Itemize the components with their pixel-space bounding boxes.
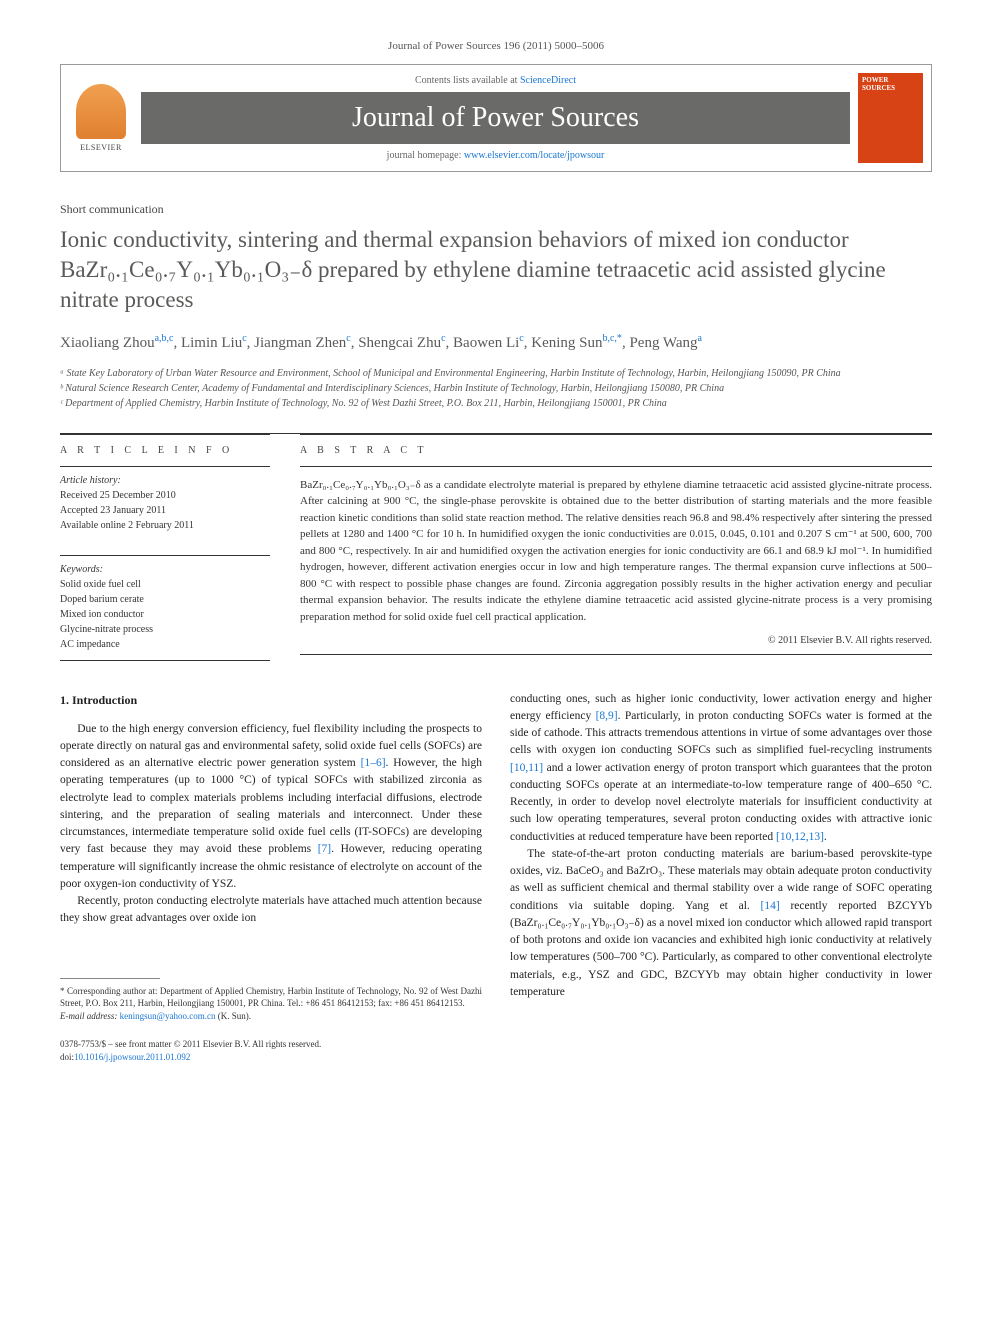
author-list: Xiaoliang Zhoua,b,c, Limin Liuc, Jiangma… — [60, 333, 932, 352]
affiliation-line: ᵇ Natural Science Research Center, Acade… — [60, 381, 932, 396]
history-item: Received 25 December 2010 — [60, 488, 270, 503]
abstract-column: A B S T R A C T BaZr₀.₁Ce₀.₇Y₀.₁Yb₀.₁O₃₋… — [300, 434, 932, 661]
keyword: Solid oxide fuel cell — [60, 577, 270, 592]
body-paragraph: Due to the high energy conversion effici… — [60, 721, 482, 894]
citation-ref[interactable]: [14] — [761, 900, 780, 912]
homepage-prefix: journal homepage: — [387, 150, 464, 161]
homepage-link[interactable]: www.elsevier.com/locate/jpowsour — [464, 150, 604, 161]
history-item: Accepted 23 January 2011 — [60, 503, 270, 518]
journal-homepage-line: journal homepage: www.elsevier.com/locat… — [141, 150, 850, 161]
keywords-label: Keywords: — [60, 564, 270, 575]
email-label: E-mail address: — [60, 1011, 120, 1021]
contents-line: Contents lists available at ScienceDirec… — [141, 75, 850, 86]
article-info-label: A R T I C L E I N F O — [60, 445, 270, 456]
contents-prefix: Contents lists available at — [415, 75, 520, 86]
corresponding-footnote: * Corresponding author at: Department of… — [60, 985, 482, 1010]
body-text: 1. Introduction Due to the high energy c… — [60, 691, 932, 1064]
body-paragraph: conducting ones, such as higher ionic co… — [510, 691, 932, 846]
affiliation-line: ᶜ Department of Applied Chemistry, Harbi… — [60, 396, 932, 411]
cover-title: POWER SOURCES — [862, 77, 919, 92]
keyword: AC impedance — [60, 637, 270, 652]
citation-ref[interactable]: [10,11] — [510, 762, 543, 774]
abstract-copyright: © 2011 Elsevier B.V. All rights reserved… — [300, 635, 932, 646]
doi-label: doi: — [60, 1052, 74, 1062]
citation-ref[interactable]: [8,9] — [596, 710, 618, 722]
elsevier-label: ELSEVIER — [80, 143, 122, 152]
sciencedirect-link[interactable]: ScienceDirect — [520, 75, 576, 86]
email-suffix: (K. Sun). — [215, 1011, 251, 1021]
body-paragraph: Recently, proton conducting electrolyte … — [60, 893, 482, 928]
right-column: conducting ones, such as higher ionic co… — [510, 691, 932, 1064]
journal-header-box: ELSEVIER Contents lists available at Sci… — [60, 64, 932, 172]
citation-ref[interactable]: [1–6] — [361, 757, 386, 769]
elsevier-tree-icon — [76, 84, 126, 139]
affiliation-line: ᵃ State Key Laboratory of Urban Water Re… — [60, 366, 932, 381]
email-footnote: E-mail address: keningsun@yahoo.com.cn (… — [60, 1010, 482, 1023]
email-link[interactable]: keningsun@yahoo.com.cn — [120, 1011, 216, 1021]
issn-line: 0378-7753/$ – see front matter © 2011 El… — [60, 1038, 482, 1051]
abstract-label: A B S T R A C T — [300, 445, 932, 456]
article-type: Short communication — [60, 202, 932, 217]
history-item: Available online 2 February 2011 — [60, 518, 270, 533]
article-title: Ionic conductivity, sintering and therma… — [60, 225, 932, 315]
left-column: 1. Introduction Due to the high energy c… — [60, 691, 482, 1064]
running-header: Journal of Power Sources 196 (2011) 5000… — [60, 40, 932, 52]
keyword: Mixed ion conductor — [60, 607, 270, 622]
citation-ref[interactable]: [7] — [318, 843, 331, 855]
keyword: Glycine-nitrate process — [60, 622, 270, 637]
section-1-heading: 1. Introduction — [60, 691, 482, 709]
body-paragraph: The state-of-the-art proton conducting m… — [510, 846, 932, 1001]
bottom-meta: 0378-7753/$ – see front matter © 2011 El… — [60, 1038, 482, 1063]
history-label: Article history: — [60, 475, 270, 486]
abstract-text: BaZr₀.₁Ce₀.₇Y₀.₁Yb₀.₁O₃₋δ as a candidate… — [300, 477, 932, 626]
elsevier-logo: ELSEVIER — [61, 65, 141, 171]
journal-cover-thumbnail: POWER SOURCES — [858, 73, 923, 163]
article-info-column: A R T I C L E I N F O Article history: R… — [60, 434, 270, 661]
journal-name-banner: Journal of Power Sources — [141, 92, 850, 144]
doi-link[interactable]: 10.1016/j.jpowsour.2011.01.092 — [74, 1052, 190, 1062]
footnote-separator — [60, 978, 160, 979]
affiliations: ᵃ State Key Laboratory of Urban Water Re… — [60, 366, 932, 411]
citation-ref[interactable]: [10,12,13] — [776, 831, 824, 843]
keyword: Doped barium cerate — [60, 592, 270, 607]
